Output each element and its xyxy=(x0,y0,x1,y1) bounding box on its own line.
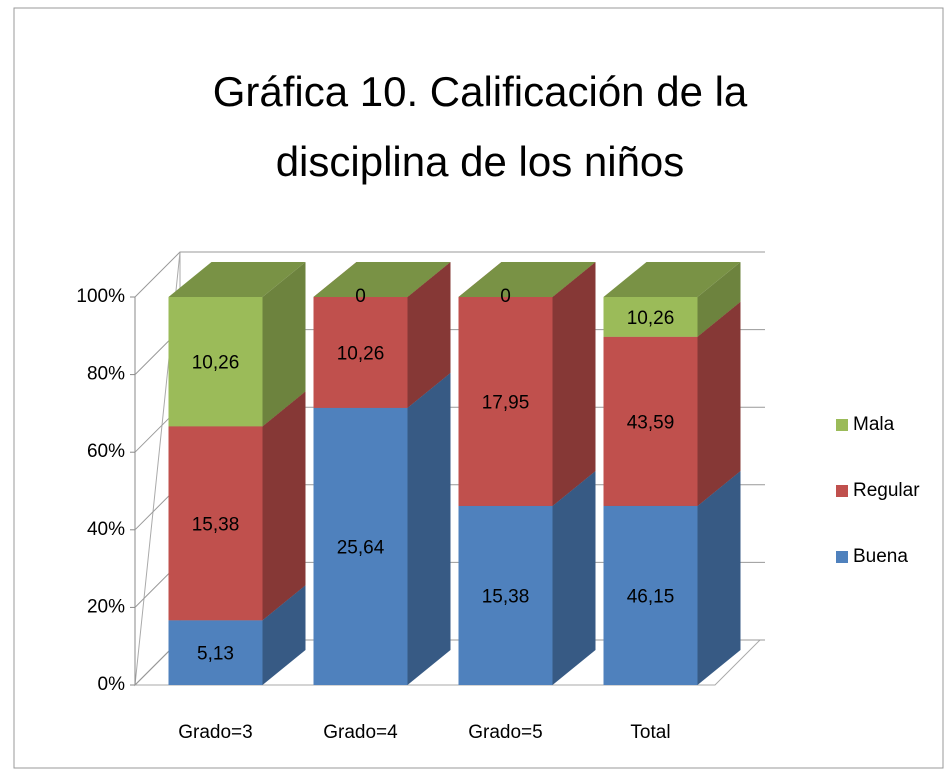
grid-line xyxy=(134,251,765,298)
data-label: 0 xyxy=(500,286,511,307)
data-label: 10,26 xyxy=(192,353,240,374)
legend-label: Buena xyxy=(853,546,908,567)
legend-swatch xyxy=(836,485,848,497)
y-tick-label: 100% xyxy=(76,286,125,307)
y-tick-label: 40% xyxy=(87,519,125,540)
bar-side xyxy=(552,470,596,685)
legend-swatch xyxy=(836,419,848,431)
legend-swatch xyxy=(836,551,848,563)
bar-top xyxy=(603,262,741,297)
chart-title: Gráfica 10. Calificación de la disciplina… xyxy=(213,68,748,185)
bar-side xyxy=(407,262,451,408)
bar xyxy=(603,336,698,506)
y-tick-label: 20% xyxy=(87,596,125,617)
bar-side xyxy=(262,585,306,685)
bar-top xyxy=(168,262,306,297)
data-label: 46,15 xyxy=(627,586,675,607)
y-tick-label: 0% xyxy=(98,674,126,695)
legend-label: Mala xyxy=(853,414,895,435)
bar-side xyxy=(697,262,741,337)
bar-side xyxy=(407,372,451,685)
y-tick-label: 80% xyxy=(87,364,125,385)
y-tick-label: 60% xyxy=(87,441,125,462)
x-tick-label: Grado=4 xyxy=(323,722,398,743)
x-tick-label: Grado=5 xyxy=(468,722,542,743)
data-label: 15,38 xyxy=(192,514,240,535)
bar xyxy=(458,505,553,685)
data-label: 43,59 xyxy=(627,412,675,433)
bar-side xyxy=(697,470,741,685)
bar-side xyxy=(697,301,741,506)
bar-side xyxy=(262,262,306,427)
x-tick-label: Total xyxy=(630,722,670,743)
bar xyxy=(603,505,698,685)
data-label: 10,26 xyxy=(337,343,385,364)
data-label: 5,13 xyxy=(197,644,234,665)
data-label: 10,26 xyxy=(627,308,675,329)
bar-side xyxy=(552,262,596,506)
bar xyxy=(603,297,698,337)
bar xyxy=(168,620,263,685)
data-label: 17,95 xyxy=(482,392,530,413)
bar-top xyxy=(458,262,596,297)
x-tick-label: Grado=3 xyxy=(178,722,252,743)
bar xyxy=(168,426,263,621)
bar xyxy=(313,297,408,408)
data-label: 0 xyxy=(355,286,366,307)
bar xyxy=(168,297,263,427)
legend-label: Regular xyxy=(853,480,920,501)
bar-top xyxy=(313,262,451,297)
data-label: 15,38 xyxy=(482,586,530,607)
bar-side xyxy=(262,391,306,621)
bar xyxy=(313,407,408,685)
data-label: 25,64 xyxy=(337,537,385,558)
bar xyxy=(458,297,553,506)
